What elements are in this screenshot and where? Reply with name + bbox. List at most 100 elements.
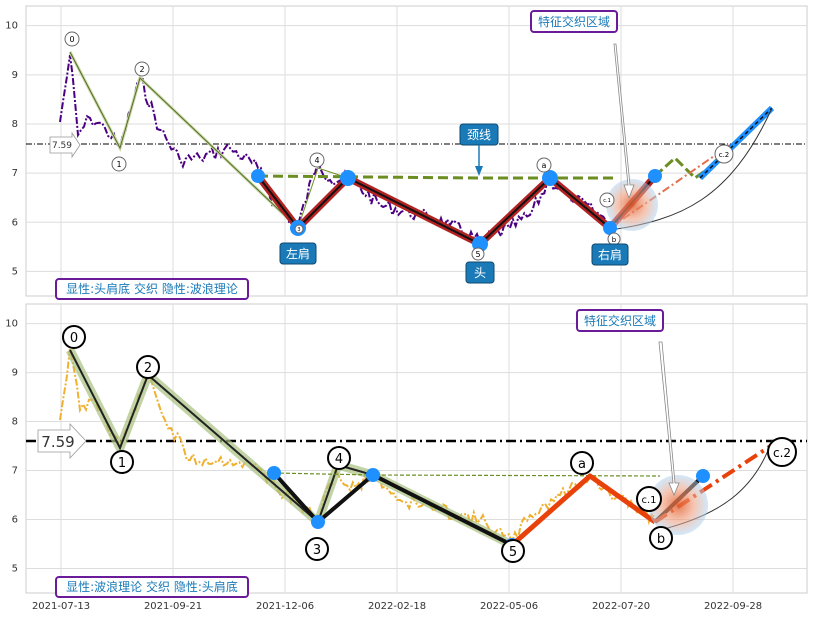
right-shoulder-label: 右肩 xyxy=(591,243,629,266)
svg-text:2: 2 xyxy=(144,361,152,376)
bottom-wave-label-c1: c.1 xyxy=(636,486,662,512)
bottom-wave-label-c2: c.2 xyxy=(767,437,797,467)
marker-end xyxy=(648,169,662,183)
marker-neck-right xyxy=(542,170,558,186)
svg-text:0: 0 xyxy=(70,331,78,346)
svg-text:3: 3 xyxy=(297,227,300,233)
x-tick-label: 2021-07-13 xyxy=(32,601,90,612)
y-tick-label: 9 xyxy=(12,368,18,379)
top-wave-line xyxy=(69,51,299,229)
x-ticks: 2021-07-13 2021-09-21 2021-12-06 2022-02-18… xyxy=(32,601,762,612)
svg-text:7.59: 7.59 xyxy=(41,433,74,451)
top-wave-label-b: b xyxy=(607,232,621,246)
svg-text:c.1: c.1 xyxy=(641,495,656,506)
bottom-panel-frame xyxy=(25,303,808,594)
top-panel-frame xyxy=(25,5,808,297)
bottom-wave-label-3: 3 xyxy=(305,537,329,561)
svg-text:显性:头肩底 交织 隐性:波浪理论: 显性:头肩底 交织 隐性:波浪理论 xyxy=(66,281,238,296)
bottom-y-ticks: 10 9 8 7 6 5 xyxy=(5,319,18,575)
bottom-marker-5 xyxy=(696,469,710,483)
svg-text:特征交织区域: 特征交织区域 xyxy=(538,14,610,29)
svg-text:b: b xyxy=(612,236,617,244)
bottom-abc-line xyxy=(510,473,657,547)
marker-neck-left xyxy=(340,170,356,186)
y-tick-label: 5 xyxy=(12,564,18,575)
y-tick-label: 10 xyxy=(5,21,18,32)
bottom-caption: 显性:波浪理论 交织 隐性:头肩底 xyxy=(55,576,249,598)
svg-text:颈线: 颈线 xyxy=(467,128,491,142)
svg-text:显性:波浪理论 交织 隐性:头肩底: 显性:波浪理论 交织 隐性:头肩底 xyxy=(66,579,238,594)
top-markers xyxy=(251,169,662,252)
svg-text:c.2: c.2 xyxy=(719,151,730,159)
marker-left-shoulder-start xyxy=(251,169,265,183)
bottom-wave-label-4: 4 xyxy=(327,446,351,470)
svg-text:b: b xyxy=(657,532,665,547)
y-tick-label: 5 xyxy=(12,266,18,277)
x-tick-label: 2021-12-06 xyxy=(256,601,314,612)
top-reference-text: 7.59 xyxy=(52,141,72,151)
head-label: 头 xyxy=(465,261,495,284)
bottom-marker-1 xyxy=(267,466,281,480)
top-zone-circle xyxy=(606,179,658,231)
svg-text:头: 头 xyxy=(474,266,486,280)
top-reference-label: 7.59 xyxy=(49,131,81,159)
y-tick-label: 7 xyxy=(12,466,18,477)
top-y-ticks: 10 9 8 7 6 5 xyxy=(5,21,18,278)
x-tick-label: 2022-05-06 xyxy=(480,601,538,612)
top-zone-label: 特征交织区域 xyxy=(530,10,635,200)
left-shoulder-label: 左肩 xyxy=(279,242,317,265)
top-wave-label-c1: c.1 xyxy=(599,192,615,208)
bottom-marker-2 xyxy=(311,515,325,529)
svg-text:a: a xyxy=(578,457,586,472)
x-tick-label: 2022-09-28 xyxy=(704,601,762,612)
top-wave-label-c2: c.2 xyxy=(714,144,734,164)
svg-text:右肩: 右肩 xyxy=(598,247,622,262)
svg-text:左肩: 左肩 xyxy=(286,246,310,261)
bottom-wave-label-b: b xyxy=(649,526,673,550)
svg-text:4: 4 xyxy=(335,452,343,467)
top-wave-label-1: 1 xyxy=(111,156,127,172)
x-tick-label: 2021-09-21 xyxy=(144,601,202,612)
y-tick-label: 8 xyxy=(12,417,18,428)
top-wave-label-5: 5 xyxy=(471,247,485,261)
bottom-reference-label: 7.59 xyxy=(37,422,87,460)
top-wave-label-0: 0 xyxy=(64,31,80,47)
top-wave-label-4: 4 xyxy=(309,152,325,168)
y-tick-label: 6 xyxy=(12,217,18,228)
neckline-label: 颈线 xyxy=(459,123,499,176)
marker-right-shoulder xyxy=(603,221,617,235)
bottom-marker-3 xyxy=(366,468,380,482)
bottom-zone-label: 特征交织区域 xyxy=(576,309,680,497)
svg-text:4: 4 xyxy=(314,156,319,165)
top-wave-label-a: a xyxy=(536,157,552,173)
svg-text:c.1: c.1 xyxy=(603,198,611,204)
svg-text:5: 5 xyxy=(475,250,480,259)
bottom-wave-label-0: 0 xyxy=(62,325,86,349)
svg-text:0: 0 xyxy=(69,35,74,44)
top-price-series xyxy=(59,54,611,245)
bottom-zone-circle xyxy=(648,475,708,535)
bottom-hs-line xyxy=(272,471,513,547)
bottom-grid xyxy=(26,304,807,593)
y-tick-label: 9 xyxy=(12,70,18,81)
svg-text:5: 5 xyxy=(509,545,517,560)
top-wave-label-2: 2 xyxy=(134,61,150,77)
top-wave-4-line xyxy=(297,167,349,229)
top-caption: 显性:头肩底 交织 隐性:波浪理论 xyxy=(55,278,249,300)
y-tick-label: 10 xyxy=(5,319,18,330)
svg-text:特征交织区域: 特征交织区域 xyxy=(584,313,656,328)
svg-text:1: 1 xyxy=(116,160,121,169)
bottom-abc-projection xyxy=(653,443,774,524)
top-wave-label-3: 3 xyxy=(294,224,304,234)
top-projection-blue-core xyxy=(699,107,773,179)
svg-text:a: a xyxy=(542,161,547,170)
y-tick-label: 8 xyxy=(12,119,18,130)
svg-text:1: 1 xyxy=(118,456,126,471)
y-tick-label: 7 xyxy=(12,168,18,179)
bottom-wave-label-a: a xyxy=(570,451,594,475)
y-tick-label: 6 xyxy=(12,515,18,526)
bottom-wave-label-5: 5 xyxy=(501,539,525,563)
svg-text:2: 2 xyxy=(139,65,144,74)
bottom-wave-label-1: 1 xyxy=(110,450,134,474)
